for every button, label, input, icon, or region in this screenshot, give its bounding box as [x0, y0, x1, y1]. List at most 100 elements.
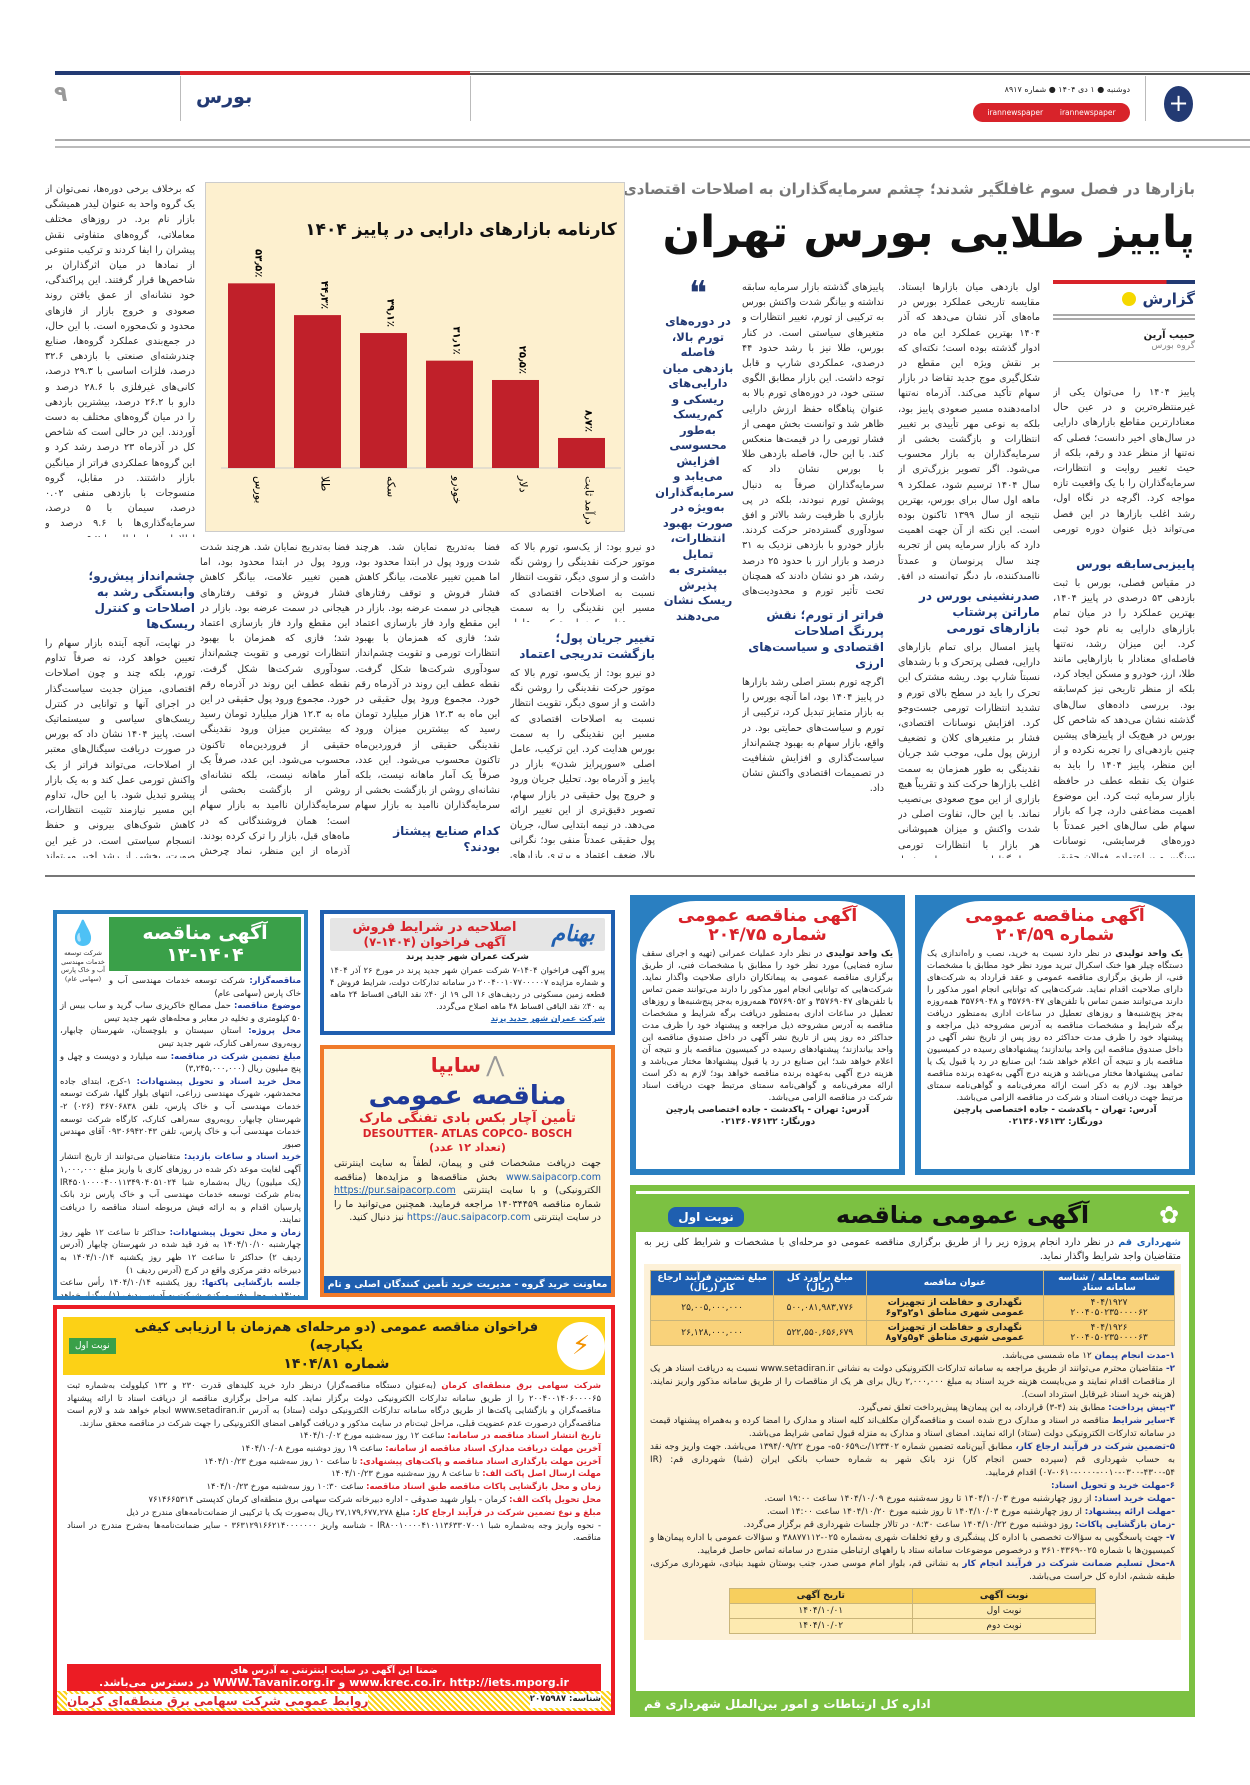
- section-title: بورس: [196, 86, 253, 108]
- paragraph: که برخلاف برخی دوره‌ها، نمی‌توان از یک گ…: [45, 184, 195, 537]
- ad-item: زمان و محل بازگشایی پاکات مناقصه طبق اسن…: [67, 1480, 601, 1493]
- bar-5: [558, 437, 605, 468]
- ad-footer: روابط عمومی شرکت سهامی برق منطقه‌ای کرما…: [67, 1694, 369, 1708]
- ad-text: پیرو آگهی فراخوان ۱۴۰۴-۷ شرکت عمران شهر …: [330, 965, 605, 1012]
- cell: ۲۶,۱۲۸,۰۰۰,۰۰۰: [649, 1320, 775, 1346]
- item-label: -مهلت خرید اسناد:: [1094, 1494, 1175, 1504]
- ad-item: تاریخ انتشار اسناد مناقصه در سامانه: ساع…: [67, 1429, 601, 1442]
- behnam-logo: بهنام: [551, 922, 595, 947]
- notice-links[interactable]: www.krec.co.ir، http://iets.mporg.ir و W…: [99, 1676, 569, 1689]
- report-label: گزارش: [1142, 290, 1195, 308]
- divider: [1145, 76, 1146, 121]
- table-header: تاریخ آگهی: [728, 1588, 913, 1604]
- cell: ۴۰۴/۱۹۲۶: [1090, 1323, 1128, 1333]
- header-bar-red: [180, 71, 470, 75]
- item-label: ۴-سایر شرایط: [1112, 1416, 1175, 1426]
- divider: [636, 1191, 1189, 1194]
- ad-body: یک واحد تولیدی در نظر دارد نسبت به خرید،…: [927, 948, 1183, 1104]
- ad-lead: شرکت سهامی برق منطقه‌ای کرمان: [441, 1380, 602, 1390]
- notice-text: ضمنا این آگهی در سایت اینترنتی به آدرس ه…: [230, 1666, 438, 1676]
- ad-saipa: ⋀ سایپا مناقصه عمومی تأمین آچار بکس بادی…: [320, 1045, 615, 1297]
- ad-text: جهت دریافت مشخصات فنی و پیمان، لطفاً به …: [334, 1158, 601, 1169]
- social-handle-telegram[interactable]: irannewspaper: [987, 108, 1044, 117]
- ad-title: فراخوان مناقصه عمومی (دو مرحله‌ای هم‌زما…: [134, 1320, 539, 1353]
- chart-title: کارنامه بازارهای دارایی در پاییز ۱۴۰۴: [305, 220, 617, 240]
- bar-1: [294, 315, 341, 468]
- row-id: ۴۰۴/۱۹۲۷ ۲۰۰۴۰۵۰۲۳۵۰۰۰۰۶۲: [1043, 1295, 1175, 1321]
- condition-item: -مهلت خرید اسناد: از روز چهارشنبه مورخ ۱…: [650, 1493, 1175, 1506]
- paragraph: فضا به‌تدریج نمایان شد. هرچند شدت ورود پ…: [355, 542, 500, 812]
- ad-text: در نظر دارد انجام پروژه زیر را از طریق ب…: [644, 1237, 1181, 1262]
- ad-intro: شرکت سهامی برق منطقه‌ای کرمان (به‌عنوان …: [67, 1379, 601, 1429]
- item-text: روز یکشنبه ۱۴۰۴/۱۰/۱۴ رأس ساعت ۱۴:۰۰ در …: [60, 1277, 302, 1300]
- item-label: ۲-: [1165, 1364, 1175, 1374]
- ad-tender-75: آگهی مناقصه عمومی شماره ۲۰۴/۷۵ یک واحد ت…: [630, 895, 905, 1175]
- data-label: ۵۳٫۵٪: [253, 249, 264, 277]
- abokhak-logo-icon: 💧: [68, 919, 98, 947]
- item-label: محل خرید اسناد و تحویل پیشنهادات:: [136, 1075, 302, 1086]
- cell: نگهداری و حفاظت از تجهیزات عمومی شهری من…: [865, 1295, 1045, 1321]
- ad-footer: اداره کل ارتباطات و امور بین‌الملل شهردا…: [644, 1697, 931, 1711]
- saipa-auc-link[interactable]: https://auc.saipacorp.com: [406, 1212, 531, 1223]
- subhead: پاییزبی‌سابقه بورس: [1076, 557, 1195, 571]
- subhead: تغییر جریان پول؛ بازگشت تدریجی اعتماد: [519, 631, 655, 661]
- ad-item: آخرین مهلت دریافت مدارک اسناد مناقصه از …: [67, 1442, 601, 1455]
- ad-footer: معاونت خرید گروه - مدیریت خرید تأمین کنن…: [324, 1276, 611, 1293]
- social-pill[interactable]: irannewspaper irannewspaper: [973, 103, 1130, 122]
- item-text: ساعت ۱۲ روز سه‌شنبه مورخ ۱۴۰۴/۱۰/۰۲: [299, 1430, 445, 1440]
- divider: [470, 76, 471, 121]
- item-text: مطابق بند (۴-۳) قرارداد، به این پیمان‌ها…: [857, 1403, 1106, 1413]
- saipa-pur-link[interactable]: https://pur.saipacorp.com: [334, 1185, 456, 1196]
- ad-tender-59: آگهی مناقصه عمومی شماره ۲۰۴/۵۹ یک واحد ت…: [915, 895, 1195, 1175]
- saipa-logo-icon: ⋀: [486, 1053, 505, 1078]
- condition-item: ۲- متقاضیان محترم می‌توانند از طریق مراج…: [650, 1363, 1175, 1402]
- quote-icon: ❝: [688, 274, 708, 314]
- item-text: حمل مصالح خاکریزی ساب گرید و ساب بیس از …: [60, 1000, 301, 1023]
- item-label: ۵-تضمین شرکت در فرآیند ارجاع کار،: [1015, 1442, 1175, 1452]
- ad-intro: شهرداری قم در نظر دارد انجام پروژه زیر ر…: [644, 1236, 1181, 1264]
- plus-icon: +: [1164, 86, 1193, 122]
- item-text: ساعت ۱۰:۳۰ روز سه‌شنبه مورخ ۱۴۰۴/۱۰/۲۳: [206, 1481, 364, 1492]
- item-label: مهلت ارسال اصل پاکت الف:: [482, 1468, 601, 1479]
- saipa-link[interactable]: www.saipacorp.com: [506, 1171, 601, 1183]
- item-text: - نحوه واریز وجه به‌شماره شبا IR۸۰۰۱۰۰۰۰…: [67, 1519, 601, 1543]
- data-label: ۳۱٫۱٪: [451, 326, 462, 354]
- ad-behnam: بهنام اصلاحیه در شرایط فروش آگهی فراخوان…: [320, 910, 615, 1035]
- paragraph: اول بازدهی میان بازارها ایستاد. مقایسه ت…: [898, 282, 1040, 580]
- subhead: صدرنشینی بورس در ماراتن پرشتاب بازارهای …: [918, 589, 1040, 635]
- header-rule: [470, 71, 1250, 75]
- conditions-list: ۱-مدت انجام پیمان ۱۲ ماه شمسی می‌باشد. ۲-…: [650, 1350, 1175, 1584]
- item-text: تا ساعت ۸ روز سه‌شنبه مورخ ۱۴۰۴/۱۰/۲۳: [331, 1468, 480, 1479]
- item-text: مطابق آیین‌نامه تضمین شماره ۱۲۳۴۰۲/ت۵۰۶۵…: [650, 1442, 1175, 1478]
- item-label: ۸-محل تسلیم ضمانت شرکت در فرآیند انجام ک…: [962, 1559, 1176, 1569]
- divider: [1053, 314, 1195, 320]
- ad-address: آدرس: تهران - پاکدشت - جاده اختصاصی پارچ…: [953, 1105, 1157, 1115]
- item-text: شرکت توسعه خدمات مهندسی آب و خاک پارس (س…: [109, 975, 301, 998]
- saipa-brand: سایپا: [430, 1053, 482, 1077]
- item-label: مبلغ و نوع تضمین شرکت در فرآیند ارجاع کا…: [412, 1506, 601, 1517]
- social-handle-instagram[interactable]: irannewspaper: [1059, 108, 1116, 117]
- article-column: فضا به‌تدریج نمایان شد. هرچند شدت ورود پ…: [355, 540, 500, 858]
- item-text: ساعت ۱۹ روز دوشنبه مورخ ۱۴۰۴/۱۰/۰۸: [241, 1442, 383, 1453]
- ad-title: مناقصه عمومی: [368, 1081, 567, 1111]
- author-name: حبیب آرین: [1143, 330, 1195, 341]
- paragraph: دو نیرو بود: از یک‌سو، تورم بالا که موتو…: [510, 542, 655, 622]
- cell: ۵۰۰,۰۸۱,۹۸۳,۷۷۶: [773, 1295, 867, 1321]
- cell: ۲۰۰۴۰۵۰۲۳۵۰۰۰۰۶۳: [1070, 1333, 1148, 1343]
- item-text: متقاضیان محترم می‌توانند از طریق مراجعه …: [650, 1364, 1175, 1400]
- category-label: بورس: [253, 476, 266, 503]
- item-label: خرید اسناد و ساعات بازدید:: [183, 1151, 301, 1162]
- ad-logo-text: شرکت توسعه خدمات مهندسی آب و خاک پارس (س…: [61, 949, 105, 983]
- author-desk: گروه بورس: [1053, 341, 1195, 362]
- abokhak-logo-block: 💧 شرکت توسعه خدمات مهندسی آب و خاک پارس …: [60, 917, 106, 983]
- paragraph: پاییز امسال برای تمام بازارهای دارایی، ف…: [898, 642, 1040, 858]
- ad-lead: یک واحد تولیدی: [825, 949, 893, 959]
- ad-item: محل خرید اسناد و تحویل پیشنهادات: ۱-کرج،…: [60, 1075, 301, 1151]
- ad-id: شناسه: ۲۰۷۵۹۸۷: [529, 1694, 601, 1708]
- article-column: که برخلاف برخی دوره‌ها، نمی‌توان از یک گ…: [45, 182, 195, 537]
- header-bar-navy: [55, 71, 180, 75]
- article-column: اول بازدهی میان بازارها ایستاد. مقایسه ت…: [898, 280, 1040, 858]
- ad-item: محل تحویل پاکت الف: کرمان - بلوار شهید ص…: [67, 1493, 601, 1506]
- ad-item: جلسه بازگشایی پاکتها: روز یکشنبه ۱۴۰۴/۱۰…: [60, 1276, 302, 1300]
- item-text: از روز چهارشنبه مورخ ۱۴۰۴/۱۰/۰۳ تا روز ش…: [766, 1507, 1082, 1517]
